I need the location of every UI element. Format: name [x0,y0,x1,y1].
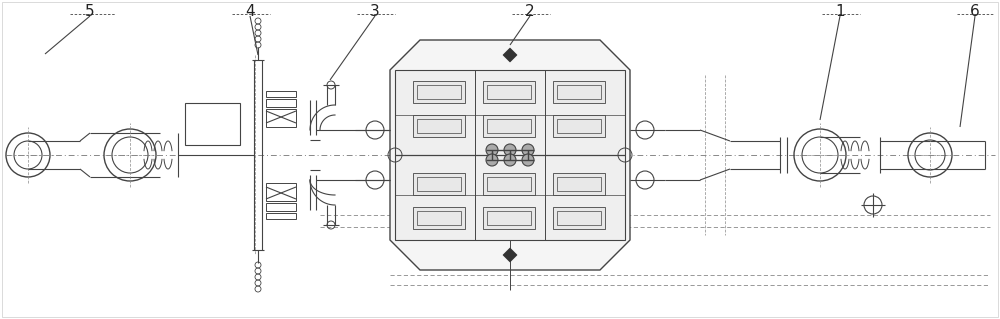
Bar [557,211,601,225]
Text: 1: 1 [835,4,845,19]
Bar [483,173,535,195]
Bar [483,207,535,229]
Bar [553,173,605,195]
Bar [553,81,605,103]
Polygon shape [503,48,517,62]
Bar [266,213,296,219]
Bar [483,115,535,137]
Bar [483,81,535,103]
Bar [417,119,461,133]
Bar [266,183,296,201]
Circle shape [486,144,498,156]
Bar [487,211,531,225]
Circle shape [486,154,498,166]
Bar [557,119,601,133]
Text: 6: 6 [970,4,980,19]
Bar [413,207,465,229]
Bar [413,173,465,195]
Bar [417,177,461,191]
Text: 4: 4 [245,4,255,19]
Text: 5: 5 [85,4,95,19]
Bar [417,85,461,99]
Bar [553,115,605,137]
Bar [487,119,531,133]
Bar [413,115,465,137]
Polygon shape [503,248,517,262]
Bar [266,203,296,211]
Circle shape [504,154,516,166]
Text: 3: 3 [370,4,380,19]
Circle shape [522,144,534,156]
Bar [413,81,465,103]
Bar [487,177,531,191]
Bar [417,211,461,225]
Bar [395,70,625,240]
Polygon shape [390,40,630,270]
Bar [266,99,296,107]
Circle shape [504,144,516,156]
Circle shape [522,154,534,166]
Bar [266,109,296,127]
Bar [557,177,601,191]
Text: 2: 2 [525,4,535,19]
Bar [487,85,531,99]
Bar [557,85,601,99]
Bar [266,91,296,97]
Bar [553,207,605,229]
Bar [185,103,240,145]
